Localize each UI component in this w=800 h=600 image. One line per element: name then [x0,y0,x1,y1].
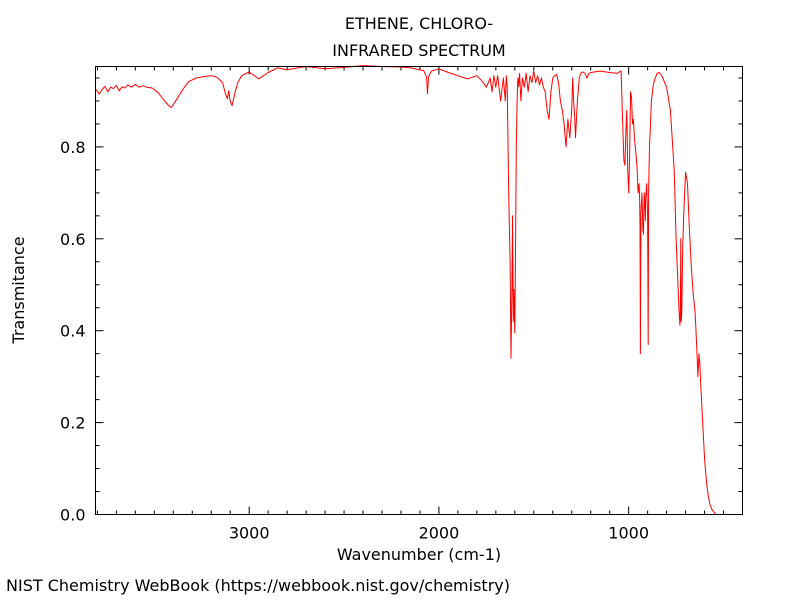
y-tick-label: 0.6 [60,230,85,249]
y-axis-label: Transmitance [9,236,28,344]
chart-title: ETHENE, CHLORO- [345,14,493,33]
x-tick-label: 2000 [419,524,460,543]
plot-frame [95,66,743,515]
x-tick-label: 3000 [229,524,270,543]
series-layer [95,65,732,515]
axis-ticks: 3000 2000 1000 0.0 0.2 0.4 0.6 0.8 [60,66,743,543]
x-axis-label: Wavenumber (cm-1) [337,545,501,564]
y-tick-label: 0.4 [60,322,85,341]
chart-subtitle: INFRARED SPECTRUM [332,41,505,60]
y-tick-label: 0.8 [60,138,85,157]
y-tick-label: 0.0 [60,506,85,525]
source-credit: NIST Chemistry WebBook (https://webbook.… [6,576,510,595]
x-tick-label: 1000 [608,524,649,543]
spectrum-line [95,65,732,515]
y-tick-label: 0.2 [60,414,85,433]
